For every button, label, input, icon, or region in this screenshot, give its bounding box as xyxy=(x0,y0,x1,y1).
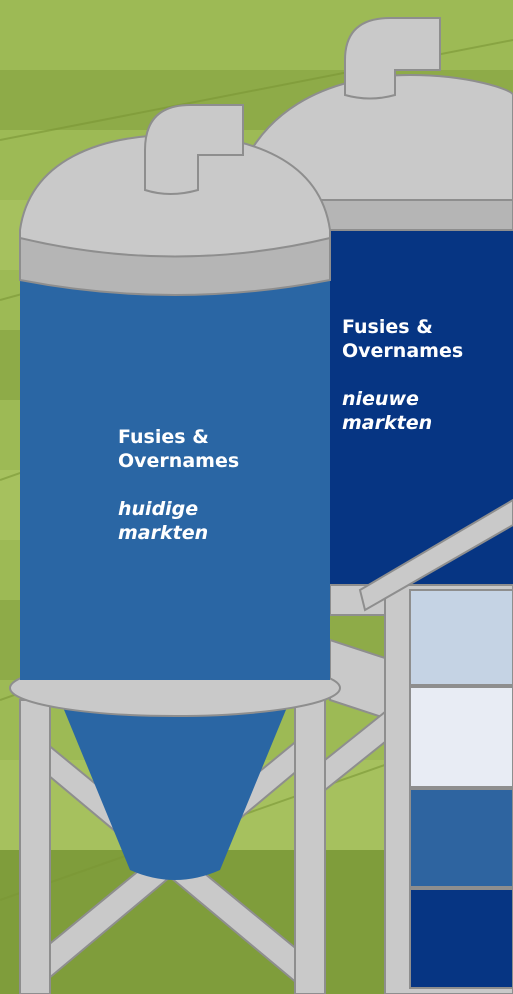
silo-title: Fusies & Overnames xyxy=(118,425,243,473)
back-silo-label: Fusies & Overnames nieuwe markten xyxy=(342,315,462,435)
front-silo-label: Fusies & Overnames huidige markten xyxy=(118,425,243,545)
silo-title: Fusies & Overnames xyxy=(342,315,462,363)
silo-subtitle: huidige markten xyxy=(118,497,243,545)
page: Fusies & Overnames huidige markten Fusie… xyxy=(0,0,513,994)
silo-subtitle: nieuwe markten xyxy=(342,387,462,435)
illustration xyxy=(0,0,513,994)
